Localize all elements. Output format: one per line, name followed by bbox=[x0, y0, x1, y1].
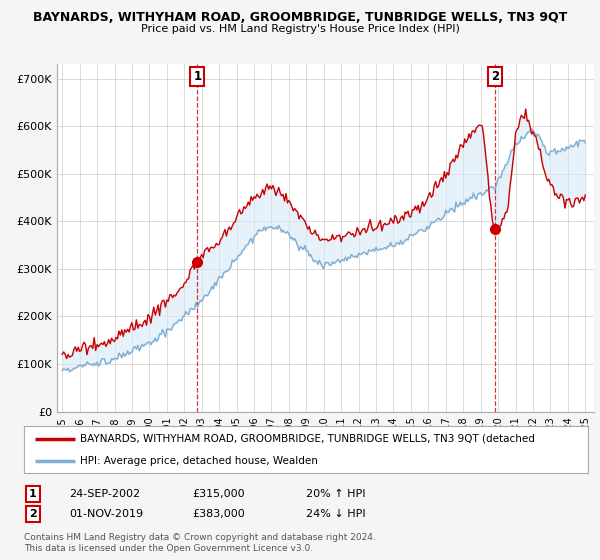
Text: 1: 1 bbox=[29, 489, 37, 499]
Text: 2: 2 bbox=[491, 70, 499, 83]
Text: Price paid vs. HM Land Registry's House Price Index (HPI): Price paid vs. HM Land Registry's House … bbox=[140, 24, 460, 34]
Text: 24% ↓ HPI: 24% ↓ HPI bbox=[306, 509, 365, 519]
Text: HPI: Average price, detached house, Wealden: HPI: Average price, detached house, Weal… bbox=[80, 456, 318, 466]
Text: This data is licensed under the Open Government Licence v3.0.: This data is licensed under the Open Gov… bbox=[24, 544, 313, 553]
Text: 1: 1 bbox=[193, 70, 202, 83]
Text: 01-NOV-2019: 01-NOV-2019 bbox=[69, 509, 143, 519]
Text: 2: 2 bbox=[29, 509, 37, 519]
Text: £383,000: £383,000 bbox=[192, 509, 245, 519]
Text: £315,000: £315,000 bbox=[192, 489, 245, 499]
Text: 24-SEP-2002: 24-SEP-2002 bbox=[69, 489, 140, 499]
Text: BAYNARDS, WITHYHAM ROAD, GROOMBRIDGE, TUNBRIDGE WELLS, TN3 9QT: BAYNARDS, WITHYHAM ROAD, GROOMBRIDGE, TU… bbox=[33, 11, 567, 24]
Text: Contains HM Land Registry data © Crown copyright and database right 2024.: Contains HM Land Registry data © Crown c… bbox=[24, 533, 376, 542]
Text: BAYNARDS, WITHYHAM ROAD, GROOMBRIDGE, TUNBRIDGE WELLS, TN3 9QT (detached: BAYNARDS, WITHYHAM ROAD, GROOMBRIDGE, TU… bbox=[80, 434, 535, 444]
Text: 20% ↑ HPI: 20% ↑ HPI bbox=[306, 489, 365, 499]
